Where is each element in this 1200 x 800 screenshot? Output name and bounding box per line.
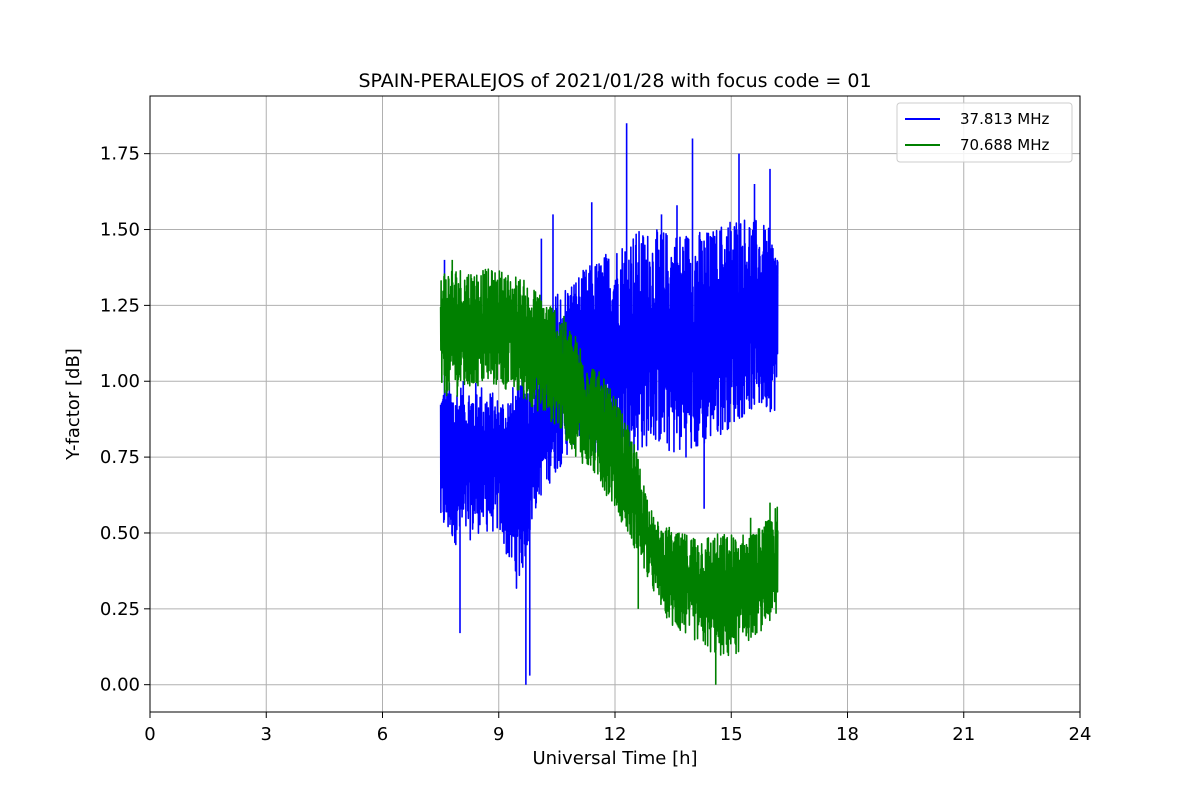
x-tick-label: 12 <box>604 724 627 745</box>
y-tick-label: 0.75 <box>100 447 140 468</box>
y-axis-label: Y-factor [dB] <box>63 348 84 461</box>
legend: 37.813 MHz 70.688 MHz <box>896 102 1073 163</box>
x-tick-label: 24 <box>1069 724 1092 745</box>
chart-title: SPAIN-PERALEJOS of 2021/01/28 with focus… <box>358 70 871 92</box>
x-tick-label: 18 <box>836 724 859 745</box>
y-tick-label: 1.75 <box>100 144 140 165</box>
y-tick-label: 0.50 <box>100 523 140 544</box>
x-axis: 0 3 6 9 12 15 18 21 24 <box>144 712 1091 745</box>
x-tick-label: 9 <box>493 724 504 745</box>
x-tick-label: 6 <box>377 724 388 745</box>
legend-label-series-2: 70.688 MHz <box>960 136 1049 154</box>
series-layer <box>439 123 779 685</box>
y-tick-label: 1.00 <box>100 371 140 392</box>
y-axis: 0.00 0.25 0.50 0.75 1.00 1.25 1.50 1.75 <box>100 144 150 696</box>
x-axis-label: Universal Time [h] <box>532 748 697 769</box>
x-tick-label: 21 <box>952 724 975 745</box>
y-tick-label: 1.25 <box>100 295 140 316</box>
series-line-2 <box>439 259 779 685</box>
x-tick-label: 15 <box>720 724 743 745</box>
y-tick-label: 0.25 <box>100 599 140 620</box>
y-tick-label: 0.00 <box>100 675 140 696</box>
y-tick-label: 1.50 <box>100 220 140 241</box>
x-tick-label: 0 <box>144 724 155 745</box>
x-tick-label: 3 <box>261 724 272 745</box>
legend-box <box>896 102 1073 163</box>
legend-label-series-1: 37.813 MHz <box>960 110 1049 128</box>
